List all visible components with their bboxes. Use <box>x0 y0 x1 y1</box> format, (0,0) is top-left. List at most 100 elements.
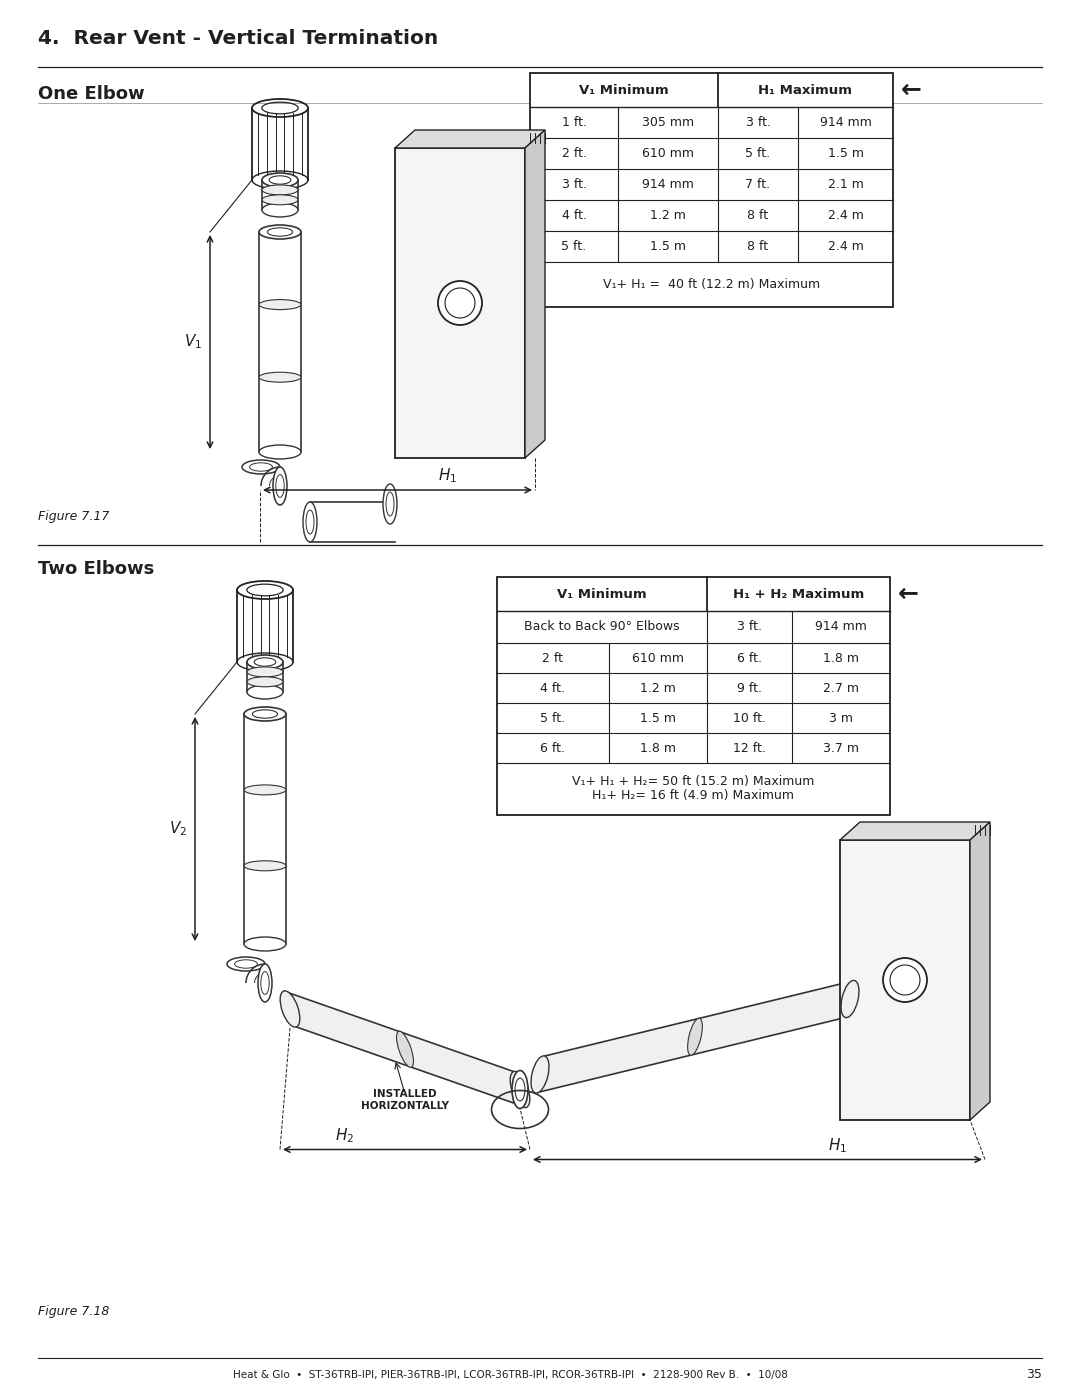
Text: 5 ft.: 5 ft. <box>562 240 586 253</box>
Text: 3 ft.: 3 ft. <box>745 116 770 129</box>
Text: 8 ft: 8 ft <box>747 210 769 222</box>
Text: 7 ft.: 7 ft. <box>745 177 770 191</box>
Ellipse shape <box>262 194 298 205</box>
Text: 1 ft.: 1 ft. <box>562 116 586 129</box>
Text: INSTALLED
HORIZONTALLY: INSTALLED HORIZONTALLY <box>361 1090 449 1111</box>
Ellipse shape <box>247 676 283 687</box>
Ellipse shape <box>258 964 272 1002</box>
Text: ←: ← <box>897 583 919 606</box>
Text: 1.2 m: 1.2 m <box>640 682 676 694</box>
Ellipse shape <box>247 655 283 669</box>
Text: V₁+ H₁ + H₂= 50 ft (15.2 m) Maximum: V₁+ H₁ + H₂= 50 ft (15.2 m) Maximum <box>572 775 814 788</box>
Text: H₁ + H₂ Maximum: H₁ + H₂ Maximum <box>733 588 864 601</box>
Text: 610 mm: 610 mm <box>642 147 694 161</box>
Text: $V_2$: $V_2$ <box>168 820 187 838</box>
Ellipse shape <box>890 965 920 995</box>
Text: 914 mm: 914 mm <box>820 116 872 129</box>
Text: 2.4 m: 2.4 m <box>827 210 863 222</box>
Text: Heat & Glo  •  ST-36TRB-IPI, PIER-36TRB-IPI, LCOR-36TRB-IPI, RCOR-36TRB-IPI  •  : Heat & Glo • ST-36TRB-IPI, PIER-36TRB-IP… <box>232 1370 787 1380</box>
Ellipse shape <box>531 1056 549 1092</box>
Text: $V_1$: $V_1$ <box>184 332 202 352</box>
Ellipse shape <box>688 1018 702 1055</box>
Text: 2.1 m: 2.1 m <box>827 177 863 191</box>
Text: Figure 7.18: Figure 7.18 <box>38 1305 109 1317</box>
Ellipse shape <box>383 483 397 524</box>
Ellipse shape <box>259 299 301 310</box>
Text: V₁ Minimum: V₁ Minimum <box>579 84 669 96</box>
Text: 2.4 m: 2.4 m <box>827 240 863 253</box>
Ellipse shape <box>396 1031 414 1067</box>
Ellipse shape <box>273 467 287 504</box>
Text: V₁+ H₁ =  40 ft (12.2 m) Maximum: V₁+ H₁ = 40 ft (12.2 m) Maximum <box>603 278 820 291</box>
Text: 914 mm: 914 mm <box>643 177 694 191</box>
Ellipse shape <box>262 184 298 196</box>
Ellipse shape <box>303 502 318 542</box>
Text: 8 ft: 8 ft <box>747 240 769 253</box>
Text: V₁ Minimum: V₁ Minimum <box>557 588 647 601</box>
Ellipse shape <box>841 981 859 1017</box>
Ellipse shape <box>244 937 286 951</box>
Text: $H_1$: $H_1$ <box>828 1136 847 1155</box>
Text: 3.7 m: 3.7 m <box>823 742 859 754</box>
Bar <box>497 577 890 814</box>
Ellipse shape <box>262 173 298 187</box>
Text: 4 ft.: 4 ft. <box>540 682 566 694</box>
Text: 914 mm: 914 mm <box>815 620 867 633</box>
Polygon shape <box>536 981 854 1092</box>
Ellipse shape <box>244 707 286 721</box>
Text: 4 ft.: 4 ft. <box>562 210 586 222</box>
Ellipse shape <box>244 785 286 795</box>
Text: H₁+ H₂= 16 ft (4.9 m) Maximum: H₁+ H₂= 16 ft (4.9 m) Maximum <box>593 789 795 802</box>
Ellipse shape <box>244 861 286 870</box>
Polygon shape <box>970 821 990 1120</box>
Text: Back to Back 90° Elbows: Back to Back 90° Elbows <box>524 620 679 633</box>
Text: 5 ft.: 5 ft. <box>745 147 770 161</box>
Ellipse shape <box>262 203 298 217</box>
Polygon shape <box>395 130 545 148</box>
Ellipse shape <box>512 1070 528 1108</box>
Text: 1.5 m: 1.5 m <box>640 711 676 725</box>
Text: 1.5 m: 1.5 m <box>650 240 686 253</box>
Text: Figure 7.17: Figure 7.17 <box>38 510 109 522</box>
Text: 6 ft.: 6 ft. <box>540 742 566 754</box>
Text: ←: ← <box>901 78 922 102</box>
Polygon shape <box>525 130 545 458</box>
Text: 5 ft.: 5 ft. <box>540 711 566 725</box>
Ellipse shape <box>280 990 300 1027</box>
Text: 3 ft.: 3 ft. <box>737 620 762 633</box>
Ellipse shape <box>247 685 283 698</box>
Bar <box>395 148 525 458</box>
Text: 1.2 m: 1.2 m <box>650 210 686 222</box>
Text: 1.5 m: 1.5 m <box>827 147 864 161</box>
Text: 3 ft.: 3 ft. <box>562 177 586 191</box>
Text: $H_1$: $H_1$ <box>437 467 457 485</box>
Bar <box>840 840 970 1120</box>
Text: 6 ft.: 6 ft. <box>737 651 762 665</box>
Text: 1.8 m: 1.8 m <box>640 742 676 754</box>
Text: 35: 35 <box>1026 1369 1042 1382</box>
Ellipse shape <box>247 666 283 678</box>
Ellipse shape <box>259 446 301 460</box>
Ellipse shape <box>259 372 301 383</box>
Text: 305 mm: 305 mm <box>642 116 694 129</box>
Text: H₁ Maximum: H₁ Maximum <box>758 84 852 96</box>
Ellipse shape <box>242 460 280 474</box>
Text: $H_2$: $H_2$ <box>336 1126 354 1146</box>
Polygon shape <box>840 821 990 840</box>
Ellipse shape <box>259 225 301 239</box>
Text: One Elbow: One Elbow <box>38 85 145 103</box>
Text: 10 ft.: 10 ft. <box>733 711 766 725</box>
Ellipse shape <box>510 1071 530 1108</box>
Ellipse shape <box>883 958 927 1002</box>
Ellipse shape <box>445 288 475 319</box>
Text: 3 m: 3 m <box>829 711 853 725</box>
Text: 4.  Rear Vent - Vertical Termination: 4. Rear Vent - Vertical Termination <box>38 29 438 47</box>
Ellipse shape <box>438 281 482 326</box>
Text: 9 ft.: 9 ft. <box>737 682 762 694</box>
Text: 2 ft: 2 ft <box>542 651 564 665</box>
Text: 610 mm: 610 mm <box>632 651 684 665</box>
Bar <box>530 73 893 307</box>
Text: 2 ft.: 2 ft. <box>562 147 586 161</box>
Text: 2.7 m: 2.7 m <box>823 682 859 694</box>
Ellipse shape <box>227 957 265 971</box>
